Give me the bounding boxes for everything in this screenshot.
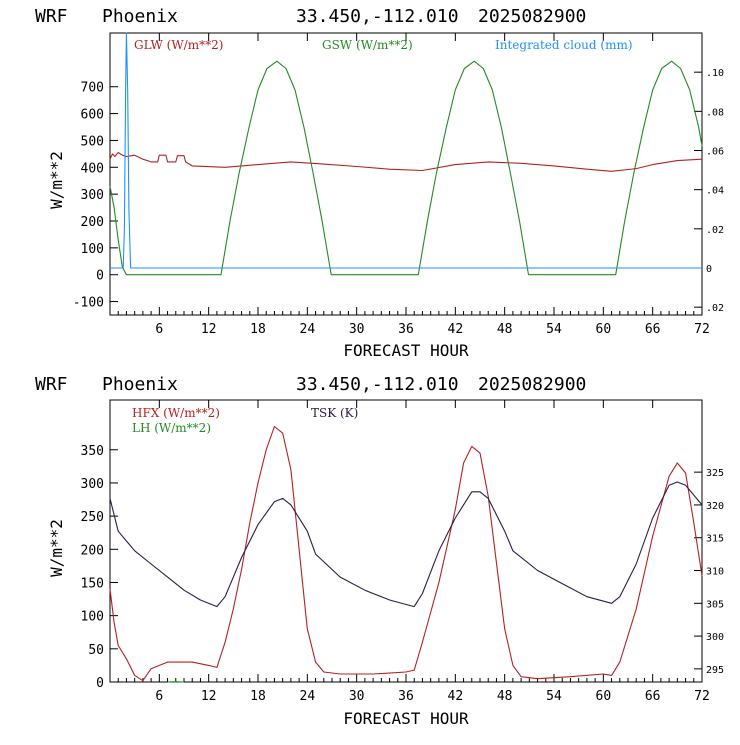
header-site-1: Phoenix [102, 6, 178, 27]
legend-lh: LH (W/m**2) [132, 421, 211, 435]
x-tick-label: 42 [448, 322, 464, 337]
x-axis-label-1: FORECAST HOUR [343, 341, 469, 360]
x-ticks: 6 12 18 24 30 36 42 48 54 60 66 72 [118, 33, 710, 337]
y2-tick-label: .10 [706, 68, 724, 79]
x-tick-label: 72 [694, 322, 710, 337]
x-tick-label: 54 [546, 322, 562, 337]
x-tick-label: 30 [349, 689, 365, 704]
x-tick-label: 24 [300, 689, 316, 704]
chart-panel-radiation: -100 0 100 200 300 400 500 600 700 .02 0 .02 .04 .06… [47, 33, 724, 360]
x-tick-label: 24 [300, 322, 316, 337]
chart-panel-flux: 0 50 100 150 200 250 300 350 295 300 305 310 315 320… [47, 400, 724, 728]
y-tick-label: 600 [81, 108, 104, 123]
series-line-0 [110, 153, 702, 172]
legend-tsk: TSK (K) [311, 406, 358, 420]
x-tick-label: 30 [349, 322, 365, 337]
x-axis-label-2: FORECAST HOUR [343, 709, 469, 728]
x-tick-label: 60 [596, 689, 612, 704]
series-line-2 [110, 33, 702, 268]
legend-cloud: Integrated cloud (mm) [495, 38, 633, 52]
x-tick-label: 42 [448, 689, 464, 704]
header-model-2: WRF [35, 374, 68, 395]
x-tick-label: 66 [645, 322, 661, 337]
y2-tick-label: 310 [706, 567, 724, 578]
x-tick-label: 66 [645, 689, 661, 704]
y-tick-label: 300 [81, 477, 104, 492]
x-tick-label: 6 [155, 689, 163, 704]
y-ticks-right: .02 0 .02 .04 .06 .08 .10 [694, 68, 724, 314]
y-tick-label: 50 [88, 643, 104, 658]
header-coords-1: 33.450,-112.010 [296, 6, 459, 27]
y2-tick-label: 325 [706, 468, 724, 479]
header-coords-2: 33.450,-112.010 [296, 374, 459, 395]
y2-tick-label: .02 [706, 225, 724, 236]
x-tick-label: 18 [250, 689, 266, 704]
legend-hfx: HFX (W/m**2) [132, 406, 220, 420]
y-tick-label: 400 [81, 161, 104, 176]
series-lines [110, 427, 702, 683]
y-tick-label: 500 [81, 134, 104, 149]
series-lines [110, 33, 702, 275]
y-tick-label: -100 [73, 296, 104, 311]
y2-tick-label: 315 [706, 534, 724, 545]
header-date-2: 2025082900 [478, 374, 586, 395]
y-tick-label: 100 [81, 242, 104, 257]
y-axis-label-2: W/m**2 [47, 519, 66, 577]
y-axis-label-1: W/m**2 [47, 151, 66, 209]
x-tick-label: 6 [155, 322, 163, 337]
y-tick-label: 300 [81, 188, 104, 203]
x-tick-label: 72 [694, 689, 710, 704]
y2-tick-label: 0 [706, 264, 712, 275]
series-line-2 [110, 482, 702, 607]
x-tick-label: 18 [250, 322, 266, 337]
legend-gsw: GSW (W/m**2) [322, 38, 413, 52]
plot-frame [110, 33, 702, 315]
y-tick-label: 200 [81, 543, 104, 558]
y-ticks-left: -100 0 100 200 300 400 500 600 700 [73, 81, 118, 311]
y2-tick-label: 305 [706, 599, 724, 610]
y-tick-label: 200 [81, 215, 104, 230]
header-model-1: WRF [35, 6, 68, 27]
x-tick-label: 54 [546, 689, 562, 704]
x-tick-label: 12 [201, 689, 217, 704]
y2-tick-label: .04 [706, 186, 724, 197]
y2-tick-label: 300 [706, 632, 724, 643]
x-tick-label: 12 [201, 322, 217, 337]
y2-tick-label: .06 [706, 147, 724, 158]
y2-tick-label: 295 [706, 665, 724, 676]
y-tick-label: 0 [96, 676, 104, 691]
x-tick-label: 48 [497, 322, 513, 337]
y-ticks-right: 295 300 305 310 315 320 325 [694, 468, 724, 676]
y-ticks-left: 0 50 100 150 200 250 300 350 [81, 444, 118, 691]
y-tick-label: 0 [96, 269, 104, 284]
series-line-1 [110, 61, 702, 275]
y2-tick-label: .08 [706, 107, 724, 118]
header-date-1: 2025082900 [478, 6, 586, 27]
x-tick-label: 36 [398, 322, 414, 337]
y-tick-label: 150 [81, 576, 104, 591]
y-tick-label: 350 [81, 444, 104, 459]
x-tick-label: 60 [596, 322, 612, 337]
legend-glw: GLW (W/m**2) [134, 38, 223, 52]
plot-frame [110, 400, 702, 682]
series-line-0 [110, 427, 702, 681]
y2-tick-label: .02 [706, 303, 724, 314]
header-site-2: Phoenix [102, 374, 178, 395]
x-tick-label: 36 [398, 689, 414, 704]
y2-tick-label: 320 [706, 501, 724, 512]
y-tick-label: 700 [81, 81, 104, 96]
x-tick-label: 48 [497, 689, 513, 704]
y-tick-label: 100 [81, 610, 104, 625]
y-tick-label: 250 [81, 510, 104, 525]
